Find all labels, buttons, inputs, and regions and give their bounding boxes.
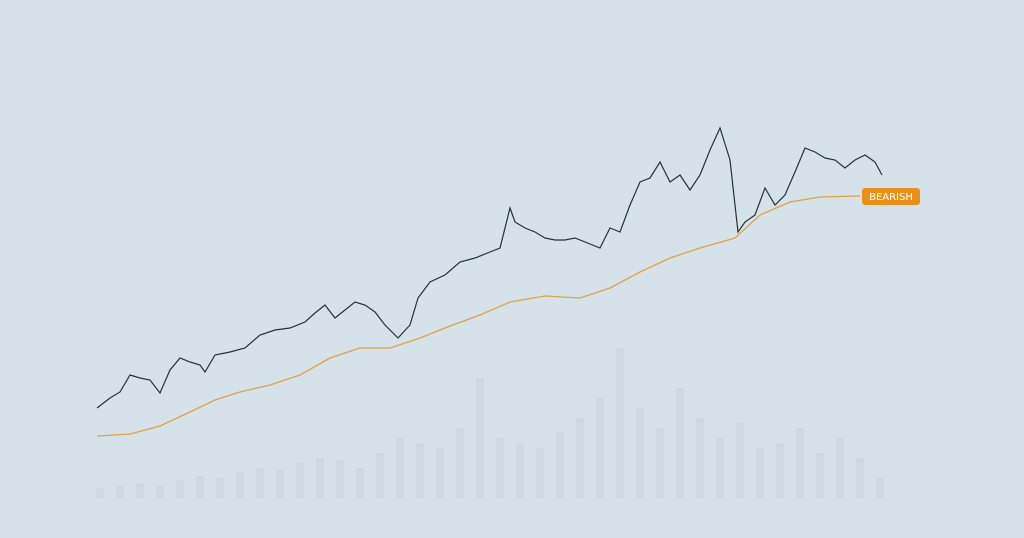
volume-bar (656, 428, 664, 498)
volume-bar (496, 438, 504, 498)
volume-bar (316, 458, 324, 498)
volume-bar (336, 460, 344, 498)
volume-bar (716, 438, 724, 498)
volume-bar (556, 433, 564, 498)
volume-bar (96, 488, 104, 498)
annotation-box (862, 188, 920, 205)
line (96, 195, 861, 437)
volume-bar (356, 468, 364, 498)
volume-bar (516, 443, 524, 498)
volume-bar (216, 478, 224, 498)
volume-bar (236, 473, 244, 498)
volume-bar (456, 428, 464, 498)
volume-bar (176, 480, 184, 498)
volume-bar (756, 448, 764, 498)
volume-bar (796, 428, 804, 498)
volume-bar (476, 378, 484, 498)
volume-bar (596, 398, 604, 498)
volume-bar (696, 418, 704, 498)
volume-bar (776, 443, 784, 498)
volume-bar (136, 483, 144, 498)
plot (96, 126, 884, 498)
volume-bar (396, 438, 404, 498)
volume-bar (676, 388, 684, 498)
volume-bar (256, 468, 264, 498)
volume-bar (376, 453, 384, 498)
volume-bar (196, 476, 204, 498)
volume-bar (116, 486, 124, 498)
volume-bar (276, 470, 284, 498)
volume-bar (616, 348, 624, 498)
volume-bar (296, 463, 304, 498)
volume-bar (576, 418, 584, 498)
volume-bar (536, 448, 544, 498)
volume-bar (416, 443, 424, 498)
annotation-text: BEARISH (869, 192, 913, 203)
volume-bar (856, 458, 864, 498)
volume-bar (156, 486, 164, 498)
line (96, 126, 883, 409)
annotation: BEARISH (862, 188, 920, 205)
volume-bar (876, 478, 884, 498)
volume-bar (836, 438, 844, 498)
volume-bar (436, 448, 444, 498)
volume-bar (736, 423, 744, 498)
volume-bar (816, 453, 824, 498)
volume-bar (636, 408, 644, 498)
